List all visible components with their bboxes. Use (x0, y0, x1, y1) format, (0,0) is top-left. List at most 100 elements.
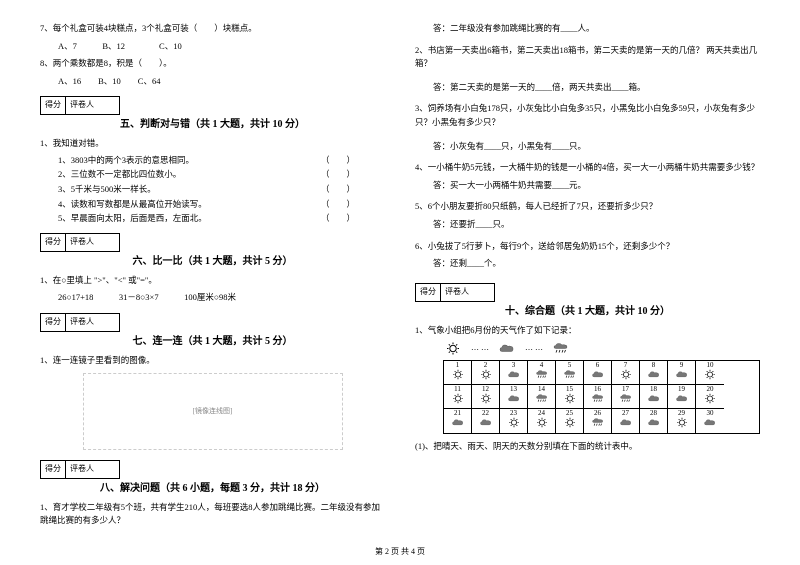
tf-paren: （ ） (321, 154, 355, 168)
tf-paren: （ ） (321, 198, 355, 212)
weather-cloud-icon (478, 417, 494, 428)
weather-cloud-icon (674, 393, 690, 404)
mirror-matching-image: [镜像连线图] (83, 373, 343, 450)
legend-dots: … … (525, 342, 543, 355)
calendar-cell: 12 (472, 385, 500, 409)
weather-calendar: 1234567891011121314151617181920212223242… (443, 360, 760, 434)
tf-text: 4、读数和写数都是从最高位开始读写。 (58, 198, 207, 212)
right-column: 答：二年级没有参加跳绳比赛的有____人。 2、书店第一天卖出6箱书，第二天卖出… (415, 20, 760, 530)
weather-sun-icon (702, 369, 718, 380)
calendar-cell: 17 (612, 385, 640, 409)
calendar-day-number: 25 (566, 410, 573, 417)
q-4: 4、一小桶牛奶5元钱，一大桶牛奶的钱是一小桶的4倍，买一大一小两桶牛奶共需要多少… (415, 161, 760, 175)
sec10-footline: (1)、把晴天、雨天、阴天的天数分别填在下面的统计表中。 (415, 440, 760, 454)
calendar-cell: 22 (472, 409, 500, 433)
weather-sun-icon (534, 417, 550, 428)
calendar-day-number: 30 (707, 410, 714, 417)
weather-sun-icon (562, 417, 578, 428)
calendar-row: 11121314151617181920 (444, 385, 759, 409)
calendar-day-number: 4 (540, 362, 544, 369)
calendar-cell: 23 (500, 409, 528, 433)
tf-text: 3、5千米与500米一样长。 (58, 183, 156, 197)
ans-1: 答：二年级没有参加跳绳比赛的有____人。 (415, 22, 760, 36)
score-label: 得分 (41, 461, 66, 478)
score-box-8: 得分 评卷人 (40, 460, 120, 479)
score-label: 得分 (41, 234, 66, 251)
grader-label: 评卷人 (441, 284, 473, 301)
calendar-cell: 1 (444, 361, 472, 385)
true-false-item: 1、3803中的两个3表示的意思相同。 （ ） (40, 154, 385, 168)
q8-text: 8、两个乘数都是8，积是（ ）。 (40, 57, 385, 71)
ans-5: 答：还要折____只。 (415, 218, 760, 232)
weather-cloud-icon (506, 393, 522, 404)
q-3: 3、饲养场有小白兔178只，小灰兔比小白兔多35只，小黑兔比小白兔多59只，小灰… (415, 102, 760, 129)
calendar-day-number: 12 (482, 386, 489, 393)
calendar-cell: 4 (528, 361, 556, 385)
image-placeholder-label: [镜像连线图] (193, 406, 233, 417)
sec5-lead: 1、我知道对错。 (40, 137, 385, 151)
calendar-row: 21222324252627282930 (444, 409, 759, 433)
calendar-cell: 20 (696, 385, 724, 409)
weather-sun-icon (562, 393, 578, 404)
calendar-day-number: 6 (596, 362, 600, 369)
sec6-lead: 1、在○里填上 ">"、"<" 或"="。 (40, 274, 385, 288)
calendar-day-number: 23 (510, 410, 517, 417)
true-false-item: 4、读数和写数都是从最高位开始读写。 （ ） (40, 198, 385, 212)
calendar-row: 12345678910 (444, 361, 759, 385)
weather-sun-icon (443, 341, 463, 355)
calendar-cell: 2 (472, 361, 500, 385)
calendar-cell: 18 (640, 385, 668, 409)
tf-text: 1、3803中的两个3表示的意思相同。 (58, 154, 194, 168)
calendar-cell: 3 (500, 361, 528, 385)
calendar-day-number: 13 (510, 386, 517, 393)
section-7-title: 七、连一连（共 1 大题，共计 5 分） (40, 334, 385, 350)
weather-sun-icon (702, 393, 718, 404)
grader-label: 评卷人 (66, 461, 98, 478)
q-5: 5、6个小朋友要折80只纸鹤，每人已经折了7只，还要折多少只？ (415, 200, 760, 214)
ans-6: 答：还剩____个。 (415, 257, 760, 271)
tf-paren: （ ） (321, 183, 355, 197)
calendar-cell: 11 (444, 385, 472, 409)
calendar-day-number: 11 (454, 386, 461, 393)
sec10-lead: 1、气象小组把6月份的天气作了如下记录： (415, 324, 760, 338)
tf-paren: （ ） (321, 168, 355, 182)
calendar-day-number: 17 (622, 386, 629, 393)
calendar-cell: 8 (640, 361, 668, 385)
calendar-day-number: 5 (568, 362, 572, 369)
calendar-cell: 13 (500, 385, 528, 409)
two-column-layout: 7、每个礼盒可装4块糕点，3个礼盒可装（ ）块糕点。 A、7 B、12 C、10… (40, 20, 760, 530)
calendar-day-number: 29 (678, 410, 685, 417)
calendar-day-number: 3 (512, 362, 516, 369)
q7-text: 7、每个礼盒可装4块糕点，3个礼盒可装（ ）块糕点。 (40, 22, 385, 36)
true-false-list: 1、3803中的两个3表示的意思相同。（ ）2、三位数不一定都比四位数小。（ ）… (40, 153, 385, 227)
weather-sun-icon (478, 393, 494, 404)
calendar-cell: 26 (584, 409, 612, 433)
tf-paren: （ ） (321, 212, 355, 226)
section-8-title: 八、解决问题（共 6 小题，每题 3 分，共计 18 分） (40, 481, 385, 497)
legend-dots: … … (471, 342, 489, 355)
weather-cloud-icon (646, 393, 662, 404)
weather-sun-icon (618, 369, 634, 380)
score-box-5: 得分 评卷人 (40, 96, 120, 115)
weather-sun-icon (450, 369, 466, 380)
section-6-title: 六、比一比（共 1 大题，共计 5 分） (40, 254, 385, 270)
section-10-title: 十、综合题（共 1 大题，共计 10 分） (415, 304, 760, 320)
calendar-cell: 14 (528, 385, 556, 409)
calendar-cell: 29 (668, 409, 696, 433)
weather-rain-icon (534, 393, 550, 404)
weather-rain-icon (590, 417, 606, 428)
true-false-item: 3、5千米与500米一样长。 （ ） (40, 183, 385, 197)
calendar-day-number: 28 (650, 410, 657, 417)
calendar-day-number: 10 (707, 362, 714, 369)
weather-legend: … … … … (443, 341, 760, 355)
calendar-day-number: 2 (484, 362, 488, 369)
weather-rain-icon (534, 369, 550, 380)
calendar-day-number: 26 (594, 410, 601, 417)
weather-cloud-icon (506, 369, 522, 380)
calendar-day-number: 20 (707, 386, 714, 393)
weather-cloud-icon (702, 417, 718, 428)
weather-rain-icon (590, 393, 606, 404)
calendar-day-number: 16 (594, 386, 601, 393)
calendar-cell: 27 (612, 409, 640, 433)
calendar-cell: 5 (556, 361, 584, 385)
